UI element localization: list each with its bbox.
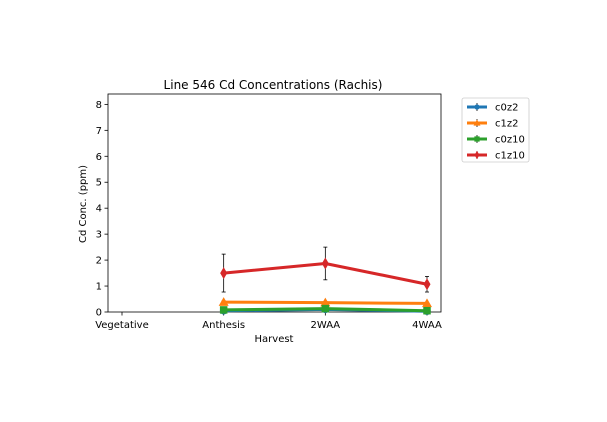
legend-marker: [474, 104, 480, 110]
y-tick-label: 8: [96, 100, 102, 111]
data-point: [320, 297, 331, 307]
data-point: [321, 257, 329, 270]
data-point: [219, 306, 228, 314]
plot-frame: [107, 93, 442, 313]
y-axis: 0 1 2 3 4 5 6 7 8: [96, 100, 108, 319]
plot-area: [107, 93, 442, 313]
data-point: [422, 298, 432, 308]
y-axis-label: Cd Conc. (ppm): [78, 165, 89, 243]
y-tick-label: 2: [96, 256, 102, 267]
series-c1z10: [220, 246, 431, 293]
legend-marker: [474, 150, 480, 160]
x-tick-label: Anthesis: [202, 320, 245, 331]
legend-frame: [461, 97, 530, 163]
legend-label: c1z10: [495, 151, 525, 162]
legend-label: c0z2: [495, 103, 518, 114]
legend-entry-c1z2: c1z2: [467, 119, 518, 130]
legend-marker: [474, 136, 480, 142]
series-layer: [218, 246, 432, 315]
x-axis: Vegetative Anthesis 2WAA 4WAA: [95, 312, 442, 331]
x-tick-label: Vegetative: [95, 320, 149, 331]
x-tick-label: 2WAA: [310, 320, 340, 331]
data-point: [220, 267, 228, 280]
data-point: [423, 278, 431, 291]
x-tick-label: 4WAA: [412, 320, 442, 331]
data-point: [423, 306, 431, 315]
legend-marker: [473, 119, 481, 126]
y-tick-label: 4: [96, 204, 102, 215]
y-tick-label: 6: [96, 152, 102, 163]
legend-label: c1z2: [495, 119, 518, 130]
legend-entry-c0z10: c0z10: [467, 135, 525, 146]
x-axis-label: Harvest: [255, 334, 294, 345]
y-tick-label: 1: [96, 282, 102, 293]
legend-label: c0z10: [495, 135, 525, 146]
legend-entry-c0z2: c0z2: [467, 103, 518, 114]
legend: c0z2 c1z2 c0z10 c1z10: [461, 97, 530, 163]
legend-entry-c1z10: c1z10: [467, 151, 525, 162]
y-tick-label: 5: [96, 178, 102, 189]
series-c1z2: [218, 297, 432, 308]
data-point: [321, 304, 330, 313]
series-c0z10: [219, 304, 431, 315]
y-tick-label: 3: [96, 230, 102, 241]
data-point: [218, 297, 229, 306]
chart-title: Line 546 Cd Concentrations (Rachis): [164, 78, 383, 92]
y-tick-label: 0: [96, 308, 102, 319]
y-tick-label: 7: [96, 126, 102, 137]
